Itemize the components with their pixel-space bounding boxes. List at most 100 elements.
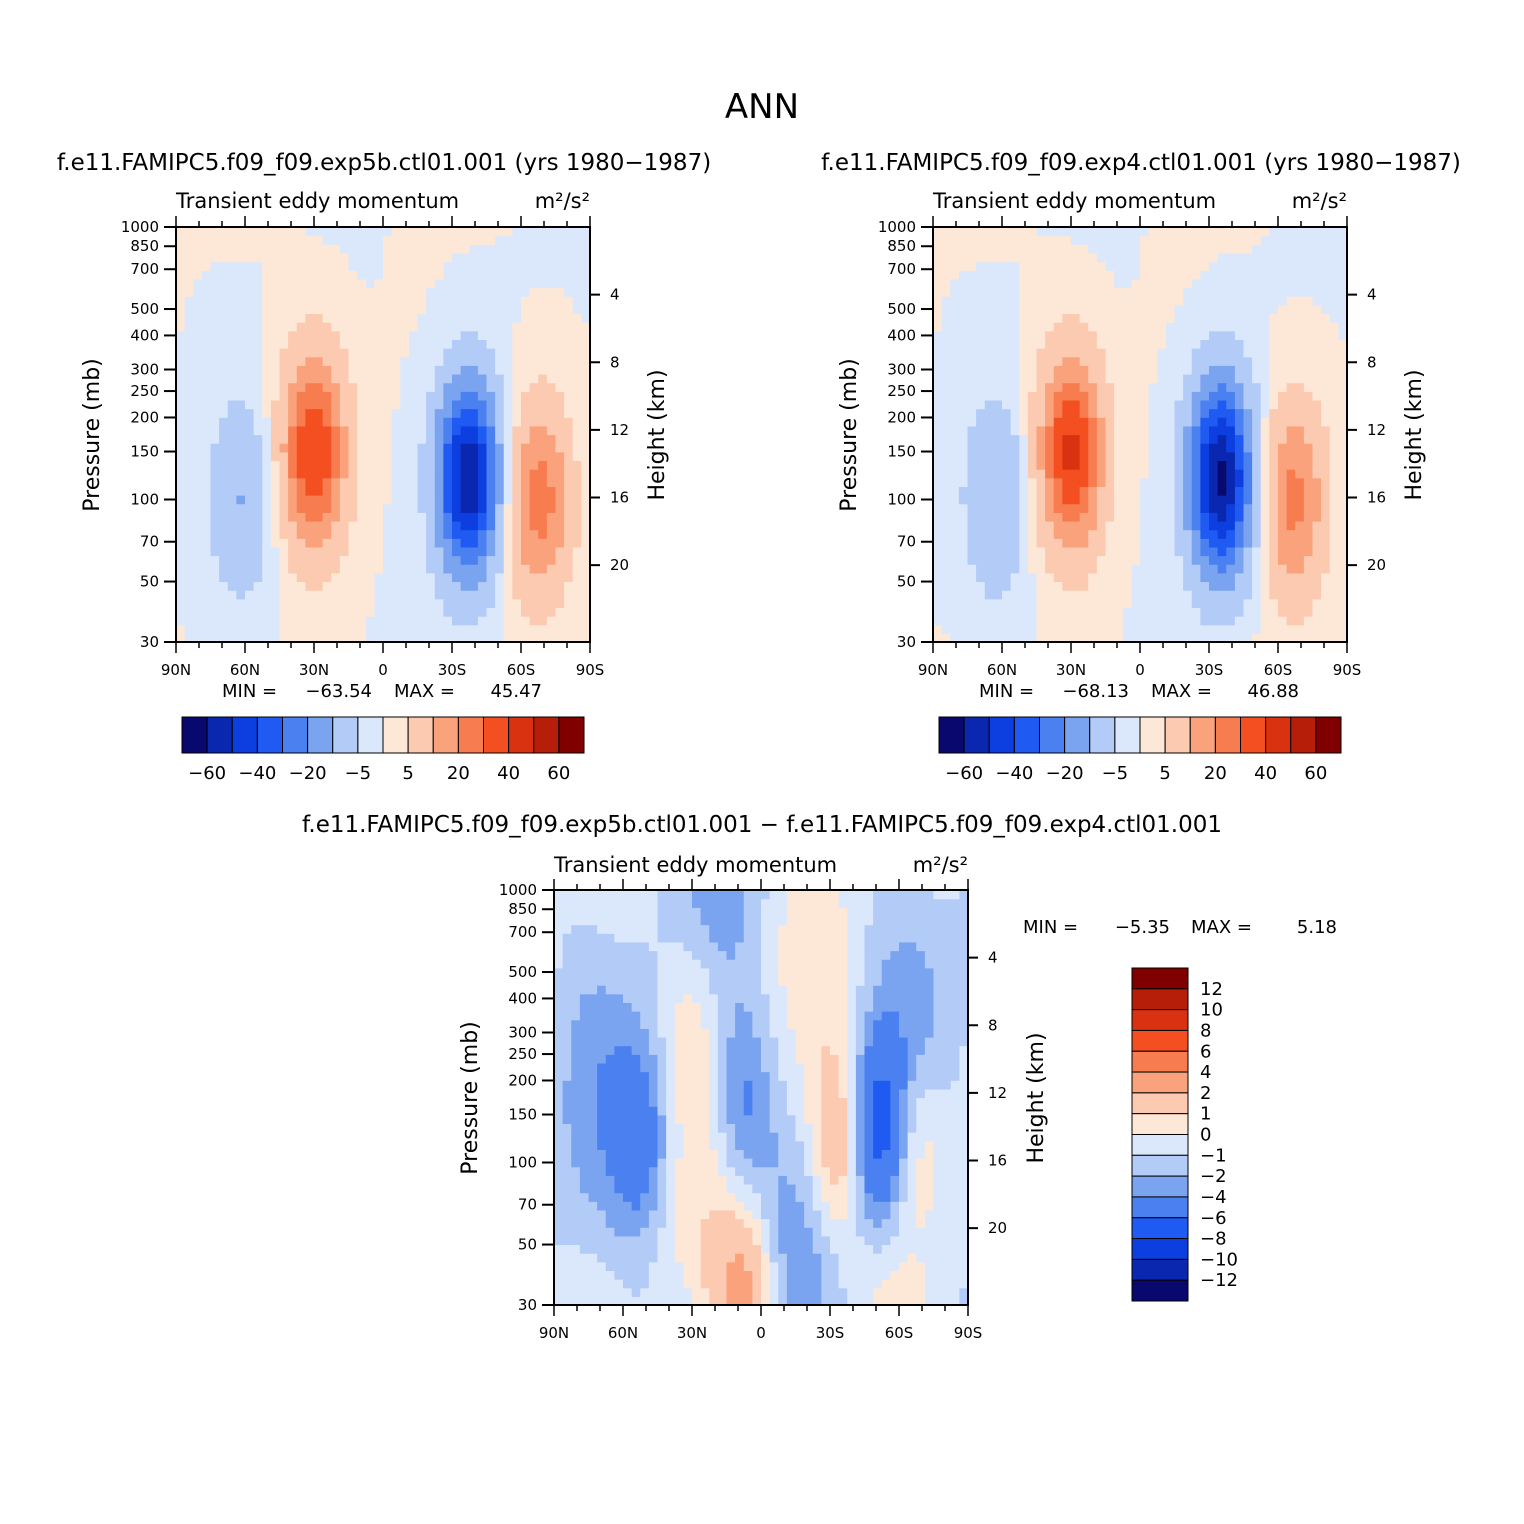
field-cell (365, 512, 375, 522)
field-cell (529, 339, 539, 349)
field-cell (374, 469, 384, 479)
field-cell (1234, 348, 1245, 358)
field-cell (1260, 408, 1270, 418)
field-cell (348, 581, 358, 591)
field-cell (562, 1002, 572, 1012)
field-cell (434, 581, 444, 591)
field-cell (1338, 633, 1348, 643)
field-cell (236, 287, 246, 297)
field-cell (1338, 322, 1348, 332)
field-cell (486, 278, 496, 289)
field-cell (950, 581, 960, 591)
field-cell (1140, 365, 1150, 375)
field-cell (1114, 633, 1124, 643)
field-cell (581, 616, 591, 626)
field-cell (193, 322, 203, 332)
field-cell (296, 460, 306, 470)
field-cell (1148, 408, 1158, 418)
field-cell (391, 391, 401, 401)
field-cell (1217, 512, 1227, 522)
field-cell (400, 287, 410, 297)
field-cell (1027, 434, 1038, 444)
field-cell (1286, 382, 1296, 392)
field-cell (1226, 348, 1236, 358)
field-cell (469, 252, 479, 263)
field-cell (941, 373, 951, 384)
field-cell (357, 564, 367, 574)
field-cell (554, 1201, 564, 1211)
field-cell (581, 443, 591, 453)
field-cell (288, 227, 298, 237)
field-cell (305, 598, 315, 609)
field-cell (219, 252, 229, 263)
field-cell (958, 495, 969, 505)
field-cell (967, 261, 977, 271)
field-cell (331, 633, 341, 643)
field-cell (572, 624, 582, 634)
field-cell (1157, 460, 1167, 470)
field-cell (1157, 564, 1167, 574)
field-cell (227, 512, 237, 522)
field-cell (1191, 598, 1201, 609)
field-cell (538, 322, 548, 332)
field-cell (219, 477, 229, 487)
field-cell (1174, 373, 1184, 384)
field-cell (270, 278, 281, 289)
field-cell (1096, 235, 1107, 245)
field-cell (1338, 348, 1348, 358)
field-cell (1260, 598, 1270, 609)
field-cell (357, 313, 367, 323)
field-cell (193, 512, 203, 522)
field-cell (1105, 624, 1115, 634)
field-cell (933, 616, 943, 626)
field-cell (408, 520, 419, 531)
field-cell (1260, 356, 1270, 366)
field-cell (408, 244, 419, 254)
field-cell (503, 495, 513, 505)
field-cell (503, 443, 513, 453)
field-cell (933, 512, 943, 522)
field-cell (1269, 572, 1279, 583)
field-cell (1062, 529, 1072, 539)
field-cell (1002, 460, 1012, 470)
field-cell (993, 408, 1003, 418)
field-cell (1252, 261, 1262, 271)
field-cell (1286, 330, 1296, 340)
field-cell (1027, 555, 1038, 565)
field-cell (1062, 244, 1072, 254)
field-cell (1071, 477, 1081, 487)
field-cell (1312, 278, 1322, 289)
field-cell (555, 339, 565, 349)
field-cell (1148, 460, 1158, 470)
field-cell (426, 261, 436, 271)
field-cell (279, 538, 289, 548)
field-cell (374, 564, 384, 574)
field-cell (408, 425, 419, 436)
field-cell (383, 304, 393, 315)
field-cell (1062, 469, 1072, 479)
field-cell (365, 590, 375, 600)
field-cell (1131, 495, 1141, 505)
field-cell (1062, 408, 1072, 418)
field-cell (236, 538, 246, 548)
field-cell (967, 590, 977, 600)
field-cell (1071, 270, 1081, 280)
field-cell (1260, 296, 1270, 306)
field-cell (296, 598, 306, 609)
field-cell (503, 365, 513, 375)
field-cell (950, 460, 960, 470)
field-cell (958, 538, 969, 548)
field-cell (193, 520, 203, 531)
field-cell (538, 590, 548, 600)
field-cell (1321, 598, 1331, 609)
field-cell (279, 261, 289, 271)
field-cell (400, 313, 410, 323)
field-cell (572, 495, 582, 505)
field-cell (555, 564, 565, 574)
field-cell (1122, 425, 1132, 436)
field-cell (571, 1270, 581, 1280)
field-cell (486, 235, 496, 245)
field-cell (1200, 590, 1210, 600)
field-cell (1140, 252, 1150, 263)
field-cell (1200, 296, 1210, 306)
